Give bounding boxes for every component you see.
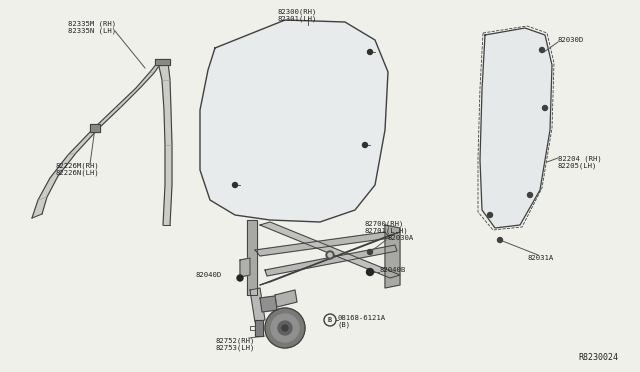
Text: 82204 (RH)
82205(LH): 82204 (RH) 82205(LH) [558, 155, 602, 169]
Text: 82335M (RH)
82335N (LH): 82335M (RH) 82335N (LH) [68, 20, 116, 34]
Text: 82040B: 82040B [380, 267, 406, 273]
Polygon shape [265, 245, 397, 276]
Circle shape [367, 269, 374, 276]
Text: 82030A: 82030A [388, 235, 414, 241]
Text: 08168-6121A
(B): 08168-6121A (B) [338, 315, 386, 328]
Polygon shape [200, 20, 388, 222]
Circle shape [326, 251, 334, 259]
Polygon shape [247, 220, 257, 295]
Polygon shape [260, 232, 400, 285]
Circle shape [328, 253, 332, 257]
Circle shape [271, 314, 299, 342]
Polygon shape [255, 320, 263, 336]
Circle shape [367, 250, 372, 254]
Circle shape [265, 308, 305, 348]
Polygon shape [250, 288, 265, 322]
Circle shape [237, 275, 243, 281]
Circle shape [362, 142, 367, 148]
Circle shape [488, 212, 493, 218]
Circle shape [282, 325, 288, 331]
Text: 82752(RH)
82753(LH): 82752(RH) 82753(LH) [215, 337, 254, 351]
Polygon shape [480, 28, 552, 228]
Circle shape [367, 49, 372, 55]
Polygon shape [240, 258, 250, 277]
Polygon shape [155, 59, 170, 65]
Polygon shape [385, 225, 400, 288]
Text: 82031A: 82031A [528, 255, 554, 261]
Text: R8230024: R8230024 [578, 353, 618, 362]
Text: 82300(RH)
82301(LH): 82300(RH) 82301(LH) [278, 8, 317, 22]
Text: B: B [328, 317, 332, 323]
Polygon shape [255, 232, 390, 256]
Polygon shape [260, 296, 277, 312]
Circle shape [540, 48, 545, 52]
Circle shape [232, 183, 237, 187]
Text: 82030D: 82030D [558, 37, 584, 43]
Polygon shape [90, 124, 100, 132]
Text: 82040D: 82040D [195, 272, 221, 278]
Polygon shape [32, 62, 161, 218]
Polygon shape [260, 222, 400, 278]
Polygon shape [275, 290, 297, 307]
Circle shape [527, 192, 532, 198]
Circle shape [543, 106, 547, 110]
Text: 82700(RH)
82701(L.H): 82700(RH) 82701(L.H) [365, 220, 409, 234]
Circle shape [278, 321, 292, 335]
Circle shape [497, 237, 502, 243]
Polygon shape [158, 62, 172, 225]
Text: 82226M(RH)
82226N(LH): 82226M(RH) 82226N(LH) [55, 162, 99, 176]
